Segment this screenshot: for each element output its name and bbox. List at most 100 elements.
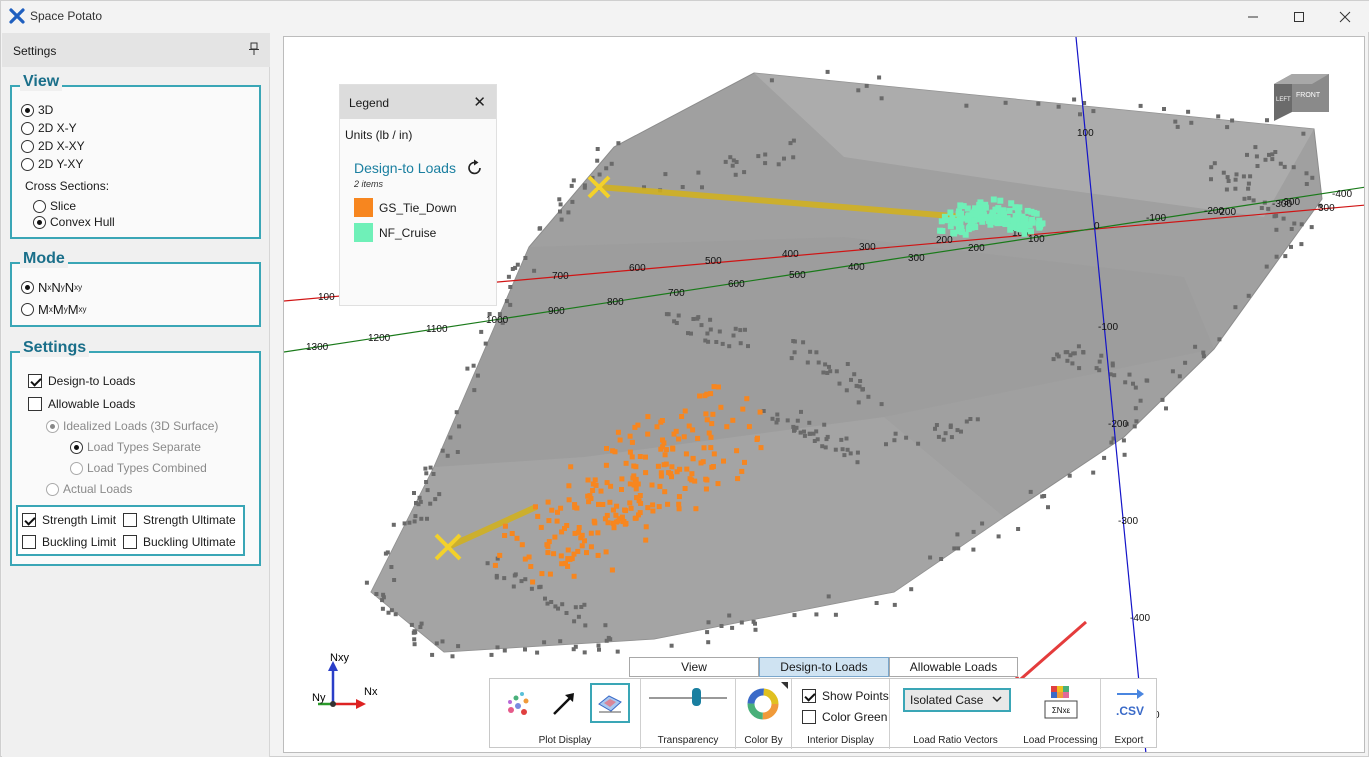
cube-left-face[interactable] (1274, 74, 1292, 121)
green-tick-label: 100 (1028, 234, 1045, 245)
tab-view[interactable]: View (629, 657, 759, 677)
checkbox[interactable] (802, 689, 816, 703)
cross-sections-label: Cross Sections: (25, 179, 110, 193)
color-wheel-icon[interactable] (746, 687, 780, 721)
hull-point (1108, 372, 1113, 377)
scatter-plot-button[interactable] (498, 684, 538, 724)
gs-tie-down-point (734, 448, 740, 454)
hull-point (1273, 150, 1278, 154)
view-option-2d-y-xy[interactable]: 2D Y-XY (21, 157, 83, 171)
radio-button[interactable] (21, 139, 34, 153)
buckling-limit-checkbox[interactable]: Buckling Limit (22, 535, 116, 549)
tab-design-to-loads[interactable]: Design-to Loads (759, 657, 889, 677)
view-option-2d-x-xy[interactable]: 2D X-XY (21, 139, 85, 153)
chevron-down-icon (992, 696, 1002, 703)
load-types-combined-option[interactable]: Load Types Combined (70, 461, 207, 475)
hull-point (706, 640, 711, 645)
3d-viewport[interactable]: 100 800 700 600 500 400 300 200 100 0 -1… (283, 36, 1365, 753)
gs-tie-down-point (676, 494, 682, 500)
hull-point (1230, 118, 1235, 123)
hull-point (827, 364, 831, 369)
pin-icon[interactable] (248, 42, 260, 56)
hull-point (416, 502, 421, 507)
load-types-separate-option[interactable]: Load Types Separate (70, 440, 201, 454)
radio-button[interactable] (70, 440, 83, 454)
hull-point (1170, 369, 1175, 374)
nf-cruise-point (965, 215, 972, 222)
view-option-3d[interactable]: 3D (21, 103, 53, 117)
hull-point (495, 645, 500, 650)
radio-button[interactable] (33, 199, 46, 213)
radio-button[interactable] (21, 303, 34, 316)
refresh-icon[interactable] (466, 159, 484, 177)
checkbox[interactable] (22, 535, 36, 549)
color-green-checkbox[interactable]: Color Green (802, 710, 887, 724)
view-option-2d-x-y[interactable]: 2D X-Y (21, 121, 77, 135)
checkbox[interactable] (123, 535, 137, 549)
gs-tie-down-point (650, 502, 656, 508)
close-icon[interactable]: ✕ (473, 94, 486, 111)
gs-tie-down-point (539, 571, 545, 577)
hull-point (814, 612, 819, 617)
hull-point (1036, 101, 1041, 106)
idealized-loads-option[interactable]: Idealized Loads (3D Surface) (46, 419, 218, 433)
nf-cruise-point (1020, 218, 1027, 225)
buckling-ultimate-checkbox[interactable]: Buckling Ultimate (123, 535, 236, 549)
gs-tie-down-point (611, 525, 617, 531)
3d-scene[interactable]: 100 800 700 600 500 400 300 200 100 0 -1… (284, 37, 1365, 753)
transparency-slider[interactable] (691, 688, 701, 706)
nf-cruise-point (1009, 217, 1016, 224)
hull-point (893, 431, 898, 436)
surface-plot-button[interactable] (590, 683, 630, 723)
minimize-button[interactable] (1230, 1, 1276, 32)
gs-tie-down-point (615, 518, 621, 524)
maximize-button[interactable] (1276, 1, 1322, 32)
hull-face (434, 237, 1214, 467)
cross-option-convex-hull[interactable]: Convex Hull (33, 215, 115, 229)
show-points-checkbox[interactable]: Show Points (802, 689, 889, 703)
gs-tie-down-point (701, 445, 707, 451)
radio-button[interactable] (46, 419, 59, 433)
checkbox[interactable] (28, 397, 42, 411)
checkbox[interactable] (123, 513, 137, 527)
actual-loads-option[interactable]: Actual Loads (46, 482, 132, 496)
radio-button[interactable] (21, 103, 34, 117)
cross-option-slice[interactable]: Slice (33, 199, 76, 213)
strength-ultimate-checkbox[interactable]: Strength Ultimate (123, 513, 236, 527)
hull-point (858, 379, 863, 383)
export-csv-icon[interactable]: .CSV (1113, 685, 1147, 721)
checkbox[interactable] (28, 374, 42, 388)
isolated-case-dropdown[interactable]: Isolated Case (903, 688, 1011, 712)
radio-button[interactable] (21, 157, 34, 171)
close-window-button[interactable] (1322, 1, 1368, 32)
radio-button[interactable] (33, 215, 46, 229)
gs-tie-down-point (585, 477, 591, 483)
strength-limit-checkbox[interactable]: Strength Limit (22, 513, 116, 527)
settings-heading: Settings (20, 339, 90, 357)
hull-point (1246, 186, 1251, 191)
radio-button[interactable] (21, 281, 34, 294)
hull-point (1274, 227, 1279, 232)
radio-button[interactable] (46, 482, 59, 496)
view-cube[interactable]: LEFT FRONT (1274, 74, 1329, 121)
radio-button[interactable] (70, 461, 83, 475)
checkbox[interactable] (802, 710, 816, 724)
vector-arrow-button[interactable] (544, 684, 584, 724)
radio-button[interactable] (21, 121, 34, 135)
nf-cruise-point (1016, 223, 1023, 230)
tab-allowable-loads[interactable]: Allowable Loads (889, 657, 1018, 677)
load-processing-icon[interactable]: ΣNxε (1043, 684, 1079, 720)
hull-point (844, 388, 849, 393)
gs-tie-down-point (623, 460, 629, 466)
allowable-loads-checkbox[interactable]: Allowable Loads (28, 397, 135, 411)
hull-point (1125, 422, 1129, 427)
design-to-loads-checkbox[interactable]: Design-to Loads (28, 374, 135, 388)
gs-tie-down-point (502, 523, 508, 529)
checkbox[interactable] (22, 513, 36, 527)
cube-top-face[interactable] (1274, 74, 1329, 84)
gs-tie-down-point (579, 532, 585, 538)
nf-cruise-point (956, 228, 963, 235)
